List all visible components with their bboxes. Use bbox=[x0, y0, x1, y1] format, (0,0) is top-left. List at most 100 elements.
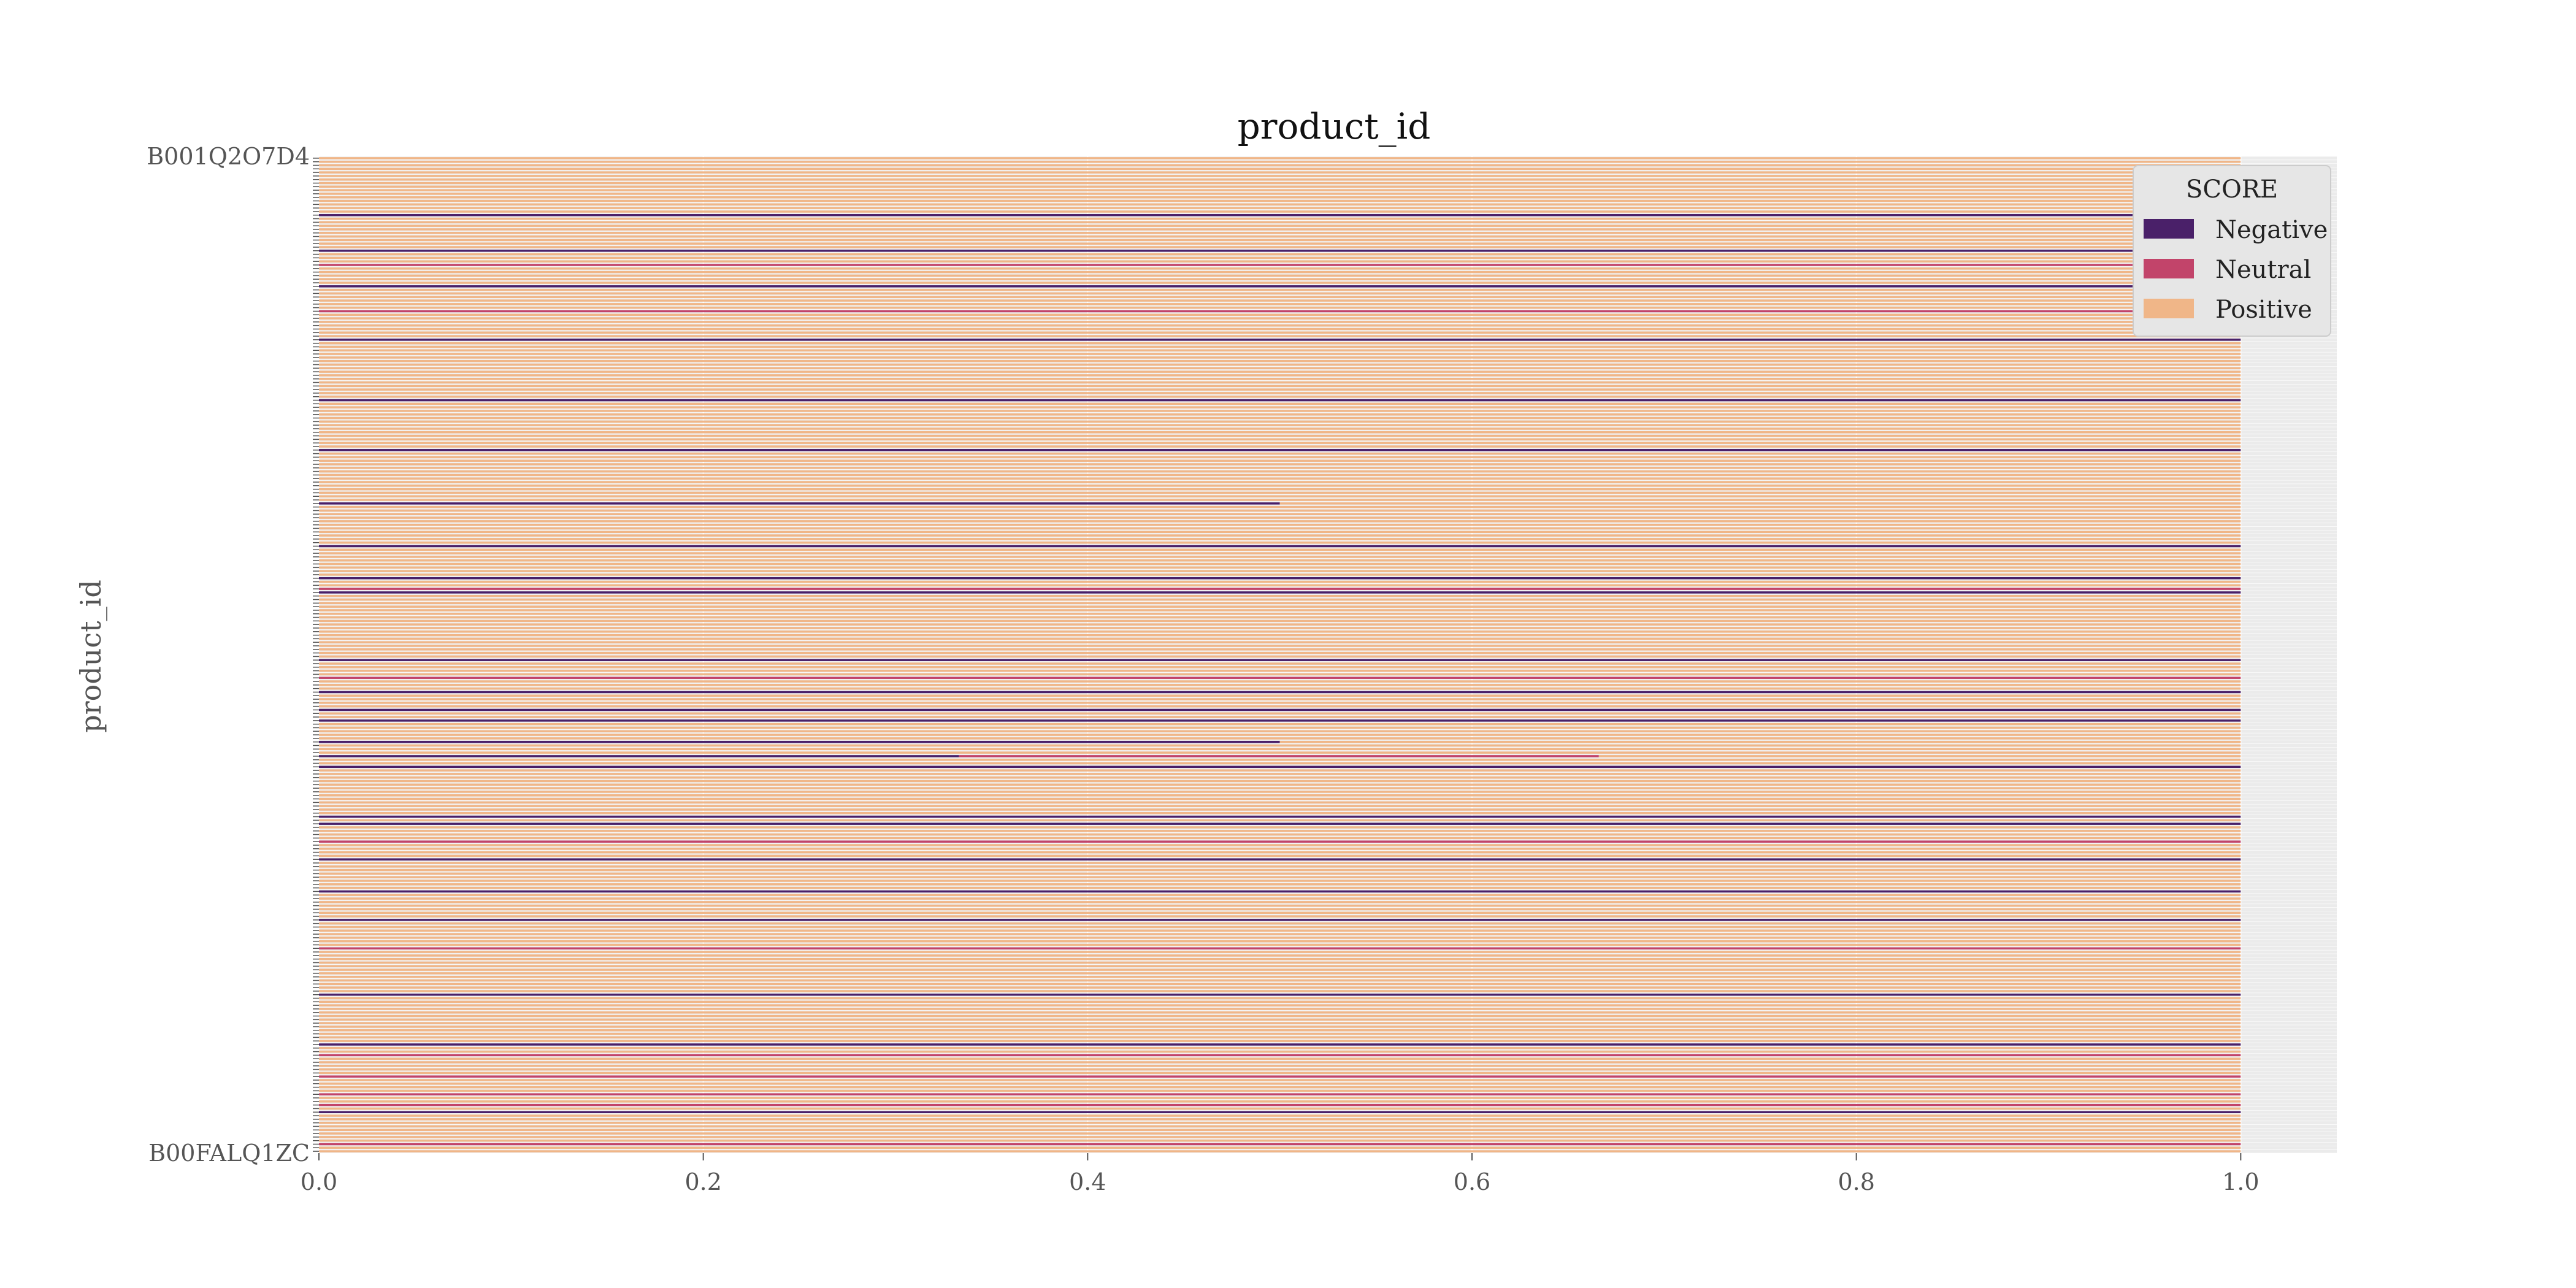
bar-positive bbox=[319, 687, 2241, 690]
bar-positive bbox=[319, 1065, 2241, 1067]
bar-positive bbox=[319, 164, 2241, 167]
bar-positive bbox=[319, 979, 2241, 982]
bar-positive bbox=[319, 239, 2241, 242]
bar-positive bbox=[319, 876, 2241, 878]
x-tick-label: 1.0 bbox=[2222, 1168, 2259, 1195]
y-tick-label-first: B001Q2O7D4 bbox=[147, 143, 310, 170]
bar-positive bbox=[319, 175, 2241, 177]
bar-positive bbox=[319, 1139, 2241, 1142]
bar-positive bbox=[319, 943, 2241, 946]
bar-positive bbox=[319, 961, 2241, 964]
bar-positive bbox=[319, 324, 2241, 327]
bar-positive bbox=[319, 940, 2241, 943]
bar-positive bbox=[319, 669, 2241, 672]
bar-positive bbox=[319, 965, 2241, 968]
bar-positive bbox=[319, 566, 2241, 569]
bar-positive bbox=[319, 837, 2241, 840]
bar-positive bbox=[319, 997, 2241, 1000]
bar-positive bbox=[319, 712, 2241, 715]
bar-positive bbox=[319, 160, 2241, 163]
bar-positive bbox=[319, 416, 2241, 420]
bar-negative bbox=[319, 740, 1280, 743]
bar-positive bbox=[319, 1107, 2241, 1110]
bar-positive bbox=[319, 534, 2241, 537]
bar-positive bbox=[319, 651, 2241, 654]
bar-positive bbox=[319, 751, 2241, 754]
bar-neutral bbox=[319, 1143, 2241, 1146]
bar-positive bbox=[319, 794, 2241, 797]
bar-positive bbox=[319, 317, 2241, 320]
bar-positive bbox=[319, 623, 2241, 626]
bar-negative bbox=[319, 545, 2241, 548]
bar-positive bbox=[319, 270, 2241, 274]
legend-label-negative: Negative bbox=[2215, 216, 2328, 244]
bar-positive bbox=[319, 833, 2241, 836]
bar-positive bbox=[319, 299, 2241, 302]
bar-positive bbox=[319, 723, 2241, 726]
bar-positive bbox=[319, 1129, 2241, 1132]
bar-positive bbox=[319, 613, 2241, 615]
bar-positive bbox=[319, 787, 2241, 789]
bar-positive bbox=[319, 509, 2241, 512]
bar-positive bbox=[319, 1011, 2241, 1014]
bar-positive bbox=[319, 904, 2241, 907]
bar-positive bbox=[319, 990, 2241, 992]
bar-positive bbox=[319, 602, 2241, 605]
bar-positive bbox=[319, 303, 2241, 305]
bars-group bbox=[319, 157, 2241, 1152]
bar-positive bbox=[319, 413, 2241, 416]
bar-positive bbox=[319, 666, 2241, 669]
bar-positive bbox=[319, 805, 2241, 807]
bar-positive bbox=[319, 641, 2241, 643]
bar-positive bbox=[319, 562, 2241, 565]
bar-positive bbox=[319, 1036, 2241, 1039]
bar-positive bbox=[319, 541, 2241, 544]
bar-positive bbox=[319, 456, 2241, 459]
bar-positive bbox=[319, 396, 2241, 398]
bar-positive bbox=[319, 381, 2241, 384]
bar-positive bbox=[319, 359, 2241, 362]
bar-positive bbox=[319, 1000, 2241, 1003]
bar-positive bbox=[319, 933, 2241, 935]
bar-positive bbox=[319, 495, 2241, 497]
grid-lines bbox=[318, 156, 2337, 1154]
y-tick-label-last: B00FALQ1ZC bbox=[148, 1140, 310, 1167]
bar-negative bbox=[319, 1043, 2241, 1046]
bar-neutral bbox=[959, 755, 1599, 757]
legend: SCORE Negative Neutral Positive bbox=[2133, 165, 2331, 337]
bar-positive bbox=[319, 812, 2241, 815]
bar-positive bbox=[319, 185, 2241, 188]
bar-positive bbox=[319, 894, 2241, 896]
bar-negative bbox=[319, 250, 2241, 252]
bar-positive bbox=[319, 580, 2241, 583]
bar-positive bbox=[319, 1029, 2241, 1032]
bar-positive bbox=[319, 442, 2241, 444]
bar-neutral bbox=[319, 588, 2241, 590]
bar-positive bbox=[319, 335, 2241, 337]
bar-positive bbox=[319, 573, 2241, 576]
bar-positive bbox=[319, 424, 2241, 426]
bar-positive bbox=[319, 848, 2241, 850]
legend-swatch-negative bbox=[2144, 219, 2194, 239]
bar-positive bbox=[319, 957, 2241, 960]
bar-negative bbox=[319, 994, 2241, 996]
bar-positive bbox=[319, 734, 2241, 736]
bar-positive bbox=[319, 883, 2241, 886]
bar-positive bbox=[319, 1057, 2241, 1060]
bar-positive bbox=[319, 523, 2241, 526]
bar-positive bbox=[319, 434, 2241, 437]
bar-negative bbox=[319, 399, 2241, 402]
bar-positive bbox=[319, 737, 2241, 740]
bar-positive bbox=[319, 1083, 2241, 1085]
bar-positive bbox=[319, 438, 2241, 441]
bar-negative bbox=[319, 719, 2241, 722]
bar-positive bbox=[319, 598, 2241, 601]
bar-positive bbox=[319, 926, 2241, 929]
bar-positive bbox=[319, 986, 2241, 989]
bar-positive bbox=[319, 673, 2241, 676]
bar-positive bbox=[319, 527, 2241, 530]
bar-positive bbox=[319, 292, 2241, 295]
bar-positive bbox=[319, 217, 2241, 220]
bar-negative bbox=[319, 339, 2241, 341]
bar-positive bbox=[319, 694, 2241, 697]
